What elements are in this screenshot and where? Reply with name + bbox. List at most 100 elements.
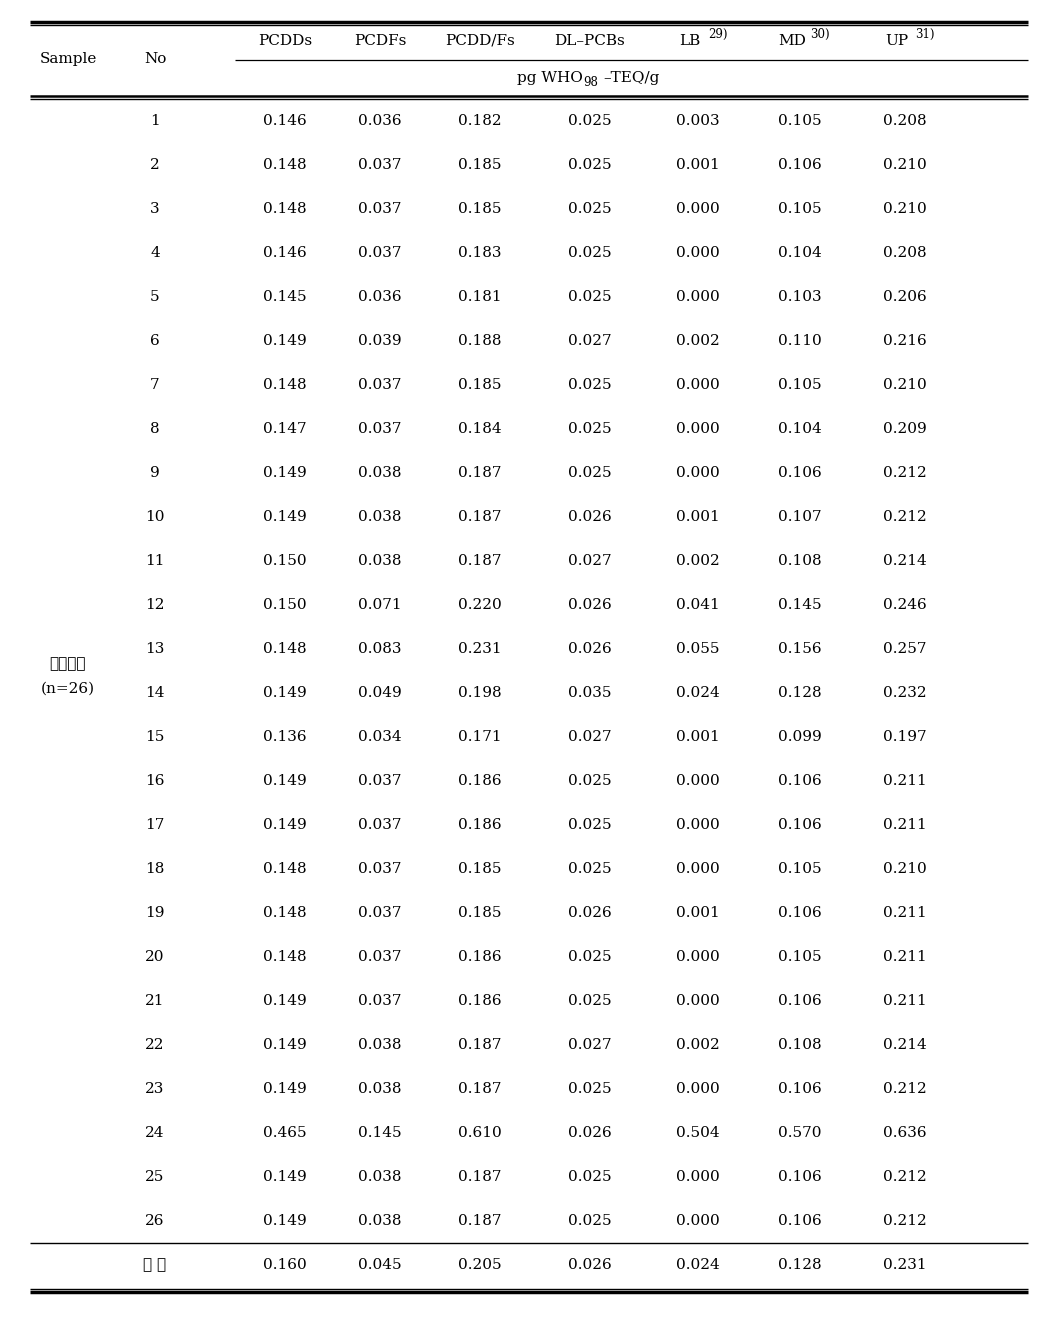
Text: 0.025: 0.025	[568, 994, 612, 1008]
Text: 0.025: 0.025	[568, 950, 612, 964]
Text: 0.186: 0.186	[458, 950, 502, 964]
Text: 0.183: 0.183	[458, 246, 502, 261]
Text: 0.136: 0.136	[263, 730, 307, 744]
Text: PCDFs: PCDFs	[354, 34, 407, 48]
Text: 5: 5	[150, 290, 159, 304]
Text: 0.148: 0.148	[263, 906, 307, 919]
Text: 0.149: 0.149	[263, 466, 307, 480]
Text: 0.103: 0.103	[779, 290, 822, 304]
Text: 0.106: 0.106	[778, 1170, 822, 1184]
Text: 0.037: 0.037	[358, 422, 401, 437]
Text: 0.210: 0.210	[883, 202, 926, 216]
Text: 0.188: 0.188	[458, 333, 502, 348]
Text: 0.149: 0.149	[263, 774, 307, 789]
Text: 0.205: 0.205	[458, 1258, 502, 1271]
Text: 19: 19	[146, 906, 165, 919]
Text: 25: 25	[146, 1170, 165, 1184]
Text: 0.025: 0.025	[568, 774, 612, 789]
Text: 0.211: 0.211	[883, 774, 926, 789]
Text: 0.036: 0.036	[358, 290, 401, 304]
Text: UP: UP	[886, 34, 909, 48]
Text: DL–PCBs: DL–PCBs	[554, 34, 626, 48]
Text: 0.026: 0.026	[568, 1126, 612, 1140]
Text: 0.105: 0.105	[779, 863, 822, 876]
Text: 0.104: 0.104	[778, 422, 822, 437]
Text: 0.106: 0.106	[778, 466, 822, 480]
Text: 0.000: 0.000	[676, 818, 720, 832]
Text: 9: 9	[150, 466, 160, 480]
Text: 0.106: 0.106	[778, 157, 822, 172]
Text: 0.182: 0.182	[458, 114, 502, 128]
Text: 0.099: 0.099	[778, 730, 822, 744]
Text: 0.025: 0.025	[568, 422, 612, 437]
Text: 0.148: 0.148	[263, 202, 307, 216]
Text: 0.000: 0.000	[676, 950, 720, 964]
Text: 20: 20	[146, 950, 165, 964]
Text: 0.187: 0.187	[458, 554, 502, 568]
Text: MD: MD	[778, 34, 806, 48]
Text: 0.025: 0.025	[568, 246, 612, 261]
Text: 0.187: 0.187	[458, 509, 502, 524]
Text: 0.038: 0.038	[358, 509, 401, 524]
Text: 4: 4	[150, 246, 160, 261]
Text: 23: 23	[146, 1082, 165, 1095]
Text: 0.149: 0.149	[263, 1170, 307, 1184]
Text: 0.570: 0.570	[779, 1126, 822, 1140]
Text: 0.108: 0.108	[779, 554, 822, 568]
Text: 0.150: 0.150	[263, 598, 307, 613]
Text: 0.000: 0.000	[676, 378, 720, 392]
Text: 0.187: 0.187	[458, 1215, 502, 1228]
Text: 0.003: 0.003	[676, 114, 720, 128]
Text: 0.026: 0.026	[568, 598, 612, 613]
Text: 0.025: 0.025	[568, 1082, 612, 1095]
Text: 0.037: 0.037	[358, 246, 401, 261]
Text: 0.504: 0.504	[676, 1126, 720, 1140]
Text: 0.156: 0.156	[779, 642, 822, 656]
Text: 0.038: 0.038	[358, 1215, 401, 1228]
Text: 0.002: 0.002	[676, 333, 720, 348]
Text: 0.147: 0.147	[263, 422, 307, 437]
Text: 11: 11	[146, 554, 165, 568]
Text: 0.212: 0.212	[883, 1215, 926, 1228]
Text: 0.034: 0.034	[358, 730, 401, 744]
Text: 0.257: 0.257	[883, 642, 926, 656]
Text: 0.208: 0.208	[883, 246, 926, 261]
Text: 0.212: 0.212	[883, 509, 926, 524]
Text: 0.145: 0.145	[779, 598, 822, 613]
Text: 0.038: 0.038	[358, 466, 401, 480]
Text: 0.001: 0.001	[676, 157, 720, 172]
Text: 0.149: 0.149	[263, 1215, 307, 1228]
Text: 0.209: 0.209	[883, 422, 926, 437]
Text: 30): 30)	[810, 28, 830, 41]
Text: 0.146: 0.146	[263, 114, 307, 128]
Text: 0.148: 0.148	[263, 157, 307, 172]
Text: 0.148: 0.148	[263, 950, 307, 964]
Text: 0.128: 0.128	[779, 687, 822, 700]
Text: –TEQ/g: –TEQ/g	[603, 71, 659, 85]
Text: 0.025: 0.025	[568, 818, 612, 832]
Text: 13: 13	[146, 642, 165, 656]
Text: 0.000: 0.000	[676, 994, 720, 1008]
Text: 0.025: 0.025	[568, 290, 612, 304]
Text: 0.000: 0.000	[676, 1082, 720, 1095]
Text: 0.027: 0.027	[568, 333, 612, 348]
Text: LB: LB	[679, 34, 701, 48]
Text: 0.002: 0.002	[676, 554, 720, 568]
Text: 0.206: 0.206	[883, 290, 926, 304]
Text: 0.024: 0.024	[676, 687, 720, 700]
Text: 0.212: 0.212	[883, 1082, 926, 1095]
Text: 0.185: 0.185	[458, 157, 502, 172]
Text: 17: 17	[146, 818, 165, 832]
Text: 1: 1	[150, 114, 160, 128]
Text: 22: 22	[146, 1039, 165, 1052]
Text: 0.025: 0.025	[568, 114, 612, 128]
Text: 0.083: 0.083	[358, 642, 401, 656]
Text: 0.149: 0.149	[263, 1039, 307, 1052]
Text: 0.038: 0.038	[358, 1039, 401, 1052]
Text: 18: 18	[146, 863, 165, 876]
Text: 평 균: 평 균	[144, 1258, 167, 1271]
Text: 0.105: 0.105	[779, 950, 822, 964]
Text: 0.041: 0.041	[676, 598, 720, 613]
Text: 0.211: 0.211	[883, 994, 926, 1008]
Text: 0.055: 0.055	[676, 642, 720, 656]
